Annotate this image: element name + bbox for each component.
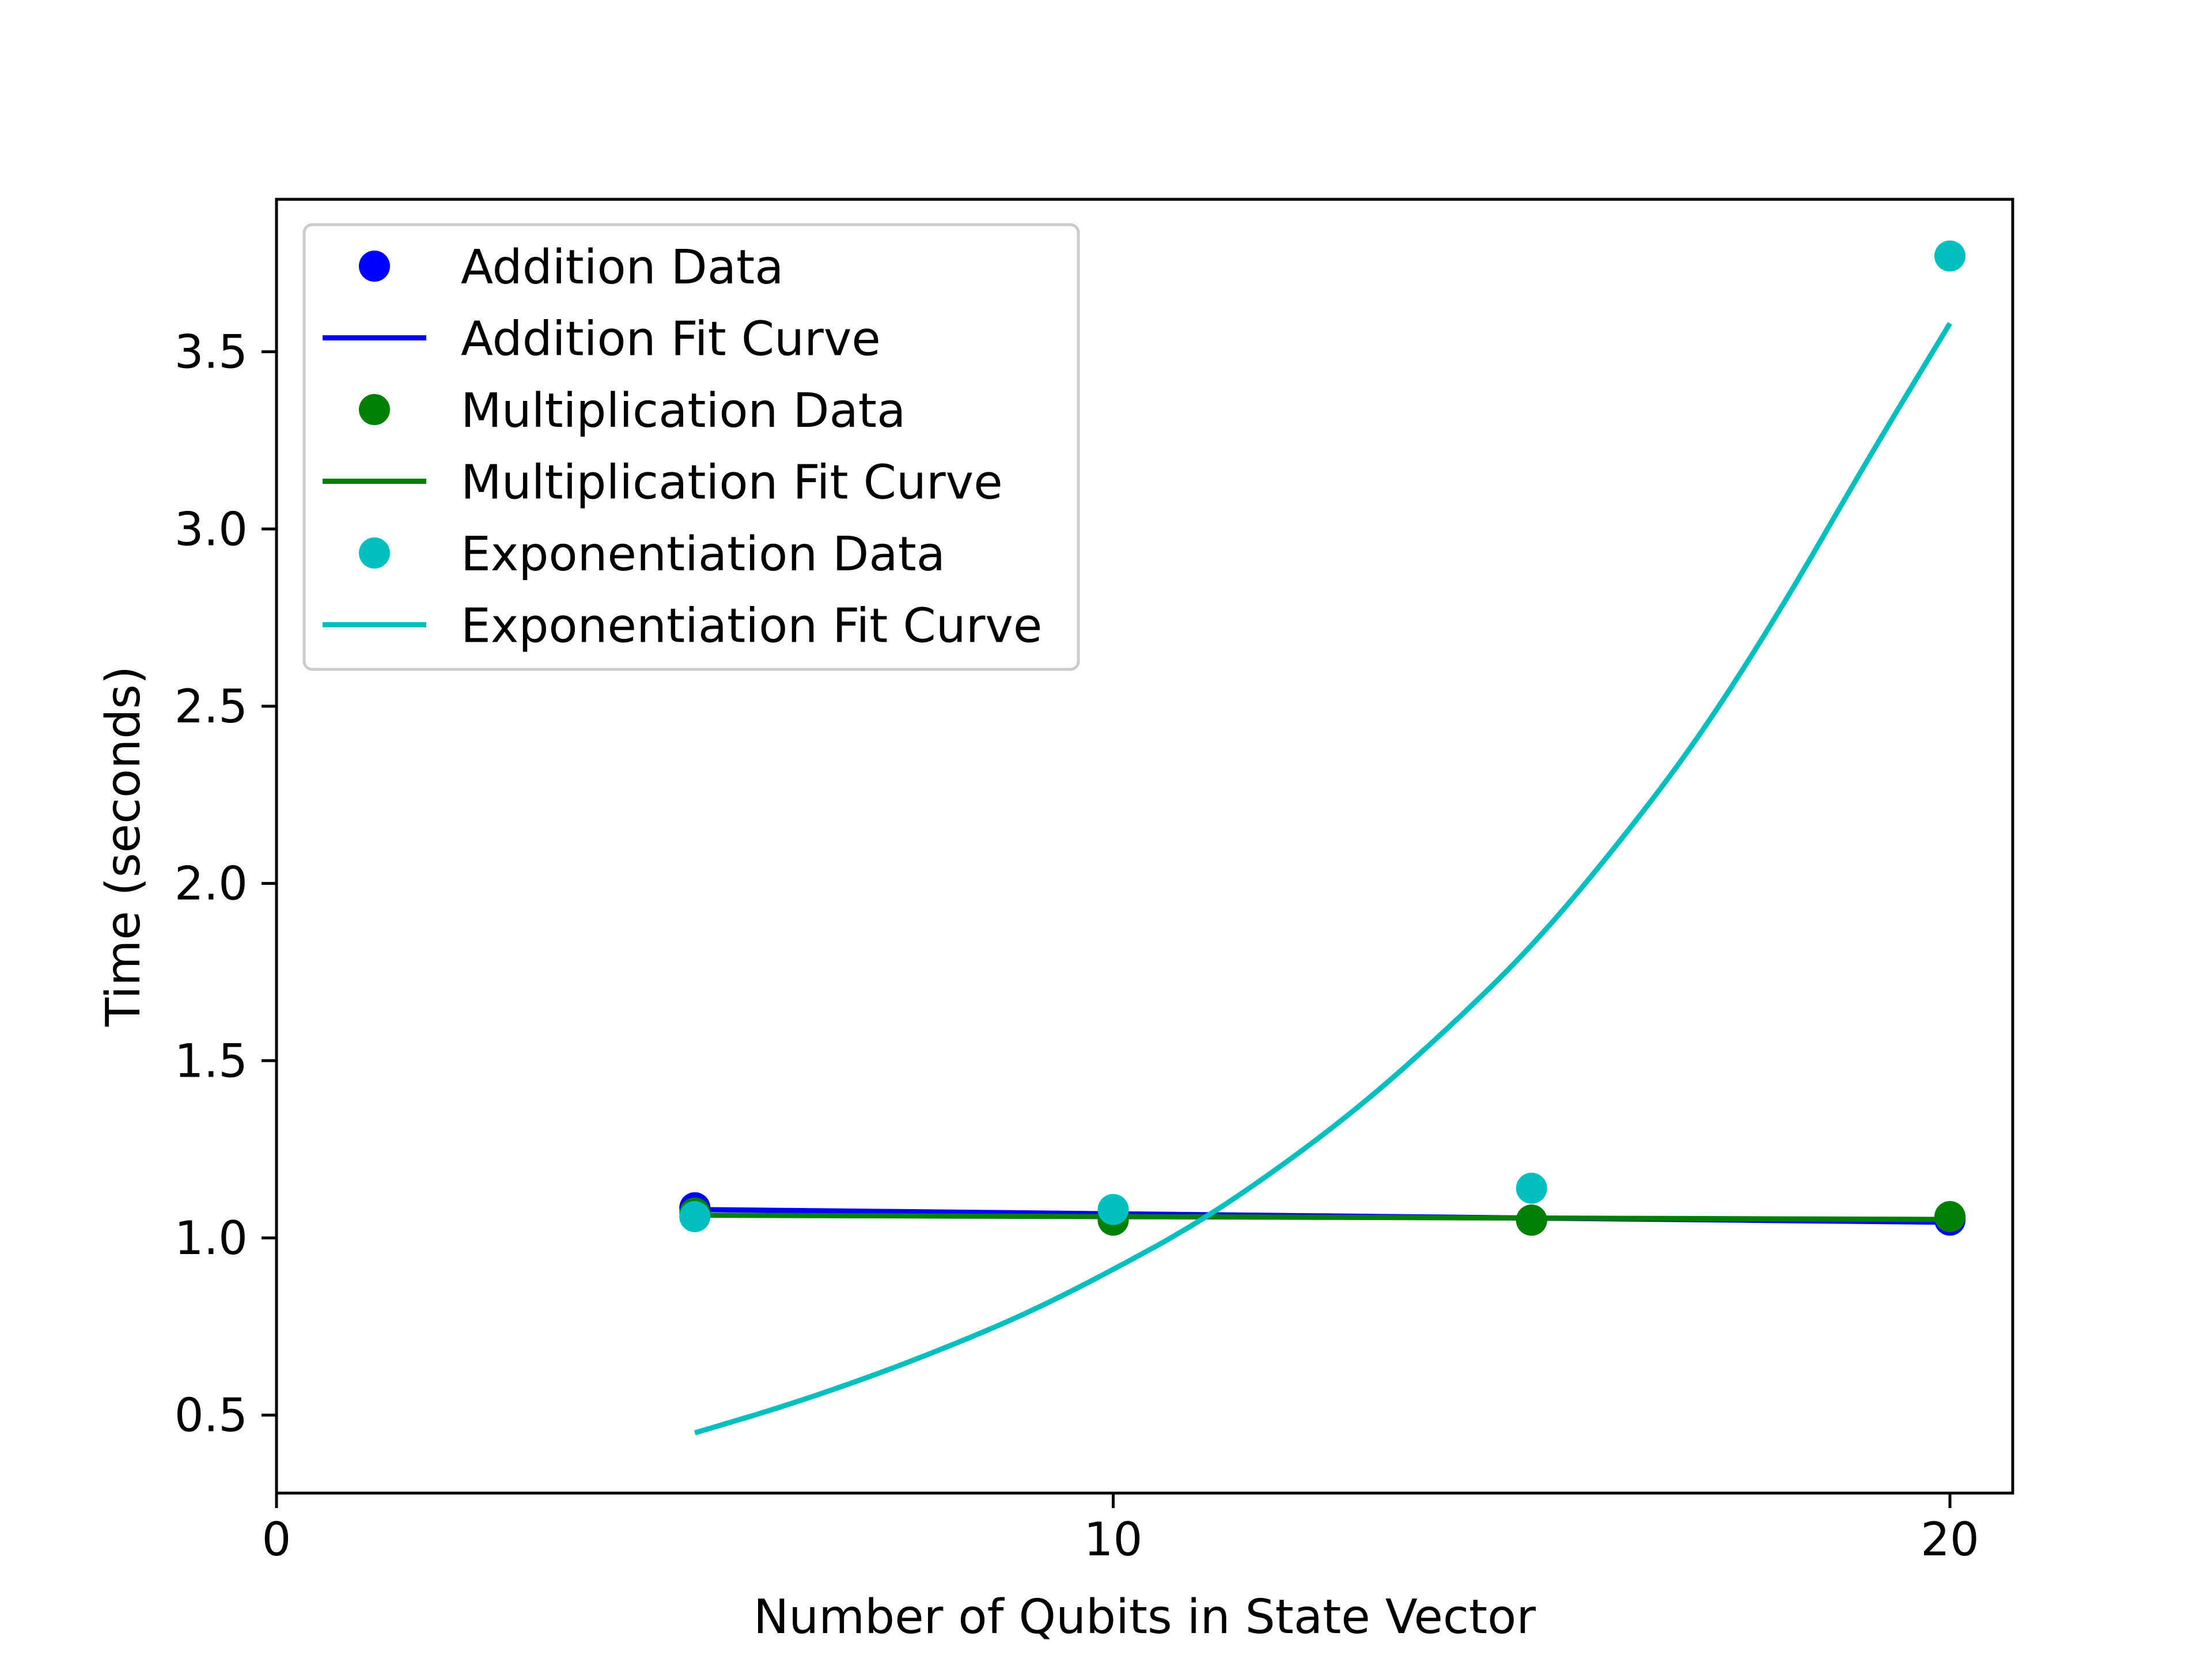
y-axis-label: Time (seconds) xyxy=(96,666,151,1027)
multiplication-data-point xyxy=(1934,1201,1966,1233)
exponentiation-fit-curve-series xyxy=(694,321,1952,1435)
x-tick-label: 0 xyxy=(262,1513,291,1566)
exponentiation-fit-curve-line xyxy=(694,321,1952,1435)
legend-label-multiplication-data: Multiplication Data xyxy=(461,384,906,438)
series-layer xyxy=(679,240,1966,1435)
exponentiation-data-series xyxy=(679,240,1966,1233)
exponentiation-data-point xyxy=(1516,1172,1547,1204)
y-tick-label: 2.0 xyxy=(175,857,248,911)
exponentiation-data-point xyxy=(1934,240,1966,272)
legend-label-addition-fit-curve: Addition Fit Curve xyxy=(461,312,881,367)
y-tick-label: 2.5 xyxy=(175,680,248,733)
y-tick-label: 1.0 xyxy=(175,1211,248,1265)
legend-box xyxy=(302,223,1080,671)
legend-swatch-addition-data xyxy=(359,251,390,282)
multiplication-fit-curve-series xyxy=(695,1213,1950,1222)
multiplication-fit-curve-line xyxy=(695,1213,1950,1222)
ticks-layer: 0 10 20 0.5 1.0 1.5 2.0 2.5 3.0 3.5 xyxy=(175,325,1979,1566)
legend-label-addition-data: Addition Data xyxy=(461,240,783,295)
y-tick-label: 1.5 xyxy=(175,1034,248,1088)
x-tick-label: 10 xyxy=(1084,1513,1143,1566)
legend-swatch-multiplication-data xyxy=(359,394,390,425)
legend: Addition Data Addition Fit Curve Multiplic… xyxy=(302,223,1080,671)
legend-swatch-exponentiation-data xyxy=(359,537,390,569)
x-axis-label: Number of Qubits in State Vector xyxy=(753,1590,1536,1645)
y-tick-label: 3.0 xyxy=(175,502,248,556)
exponentiation-data-point xyxy=(679,1201,711,1233)
legend-label-exponentiation-fit-curve: Exponentiation Fit Curve xyxy=(461,599,1042,654)
legend-label-exponentiation-data: Exponentiation Data xyxy=(461,527,945,582)
x-tick-label: 20 xyxy=(1921,1513,1979,1566)
plot-area-frame xyxy=(275,198,2014,1495)
y-tick-label: 3.5 xyxy=(175,325,248,379)
legend-label-multiplication-fit-curve: Multiplication Fit Curve xyxy=(461,456,1003,510)
exponentiation-data-point xyxy=(1097,1194,1129,1225)
y-tick-label: 0.5 xyxy=(175,1389,248,1442)
